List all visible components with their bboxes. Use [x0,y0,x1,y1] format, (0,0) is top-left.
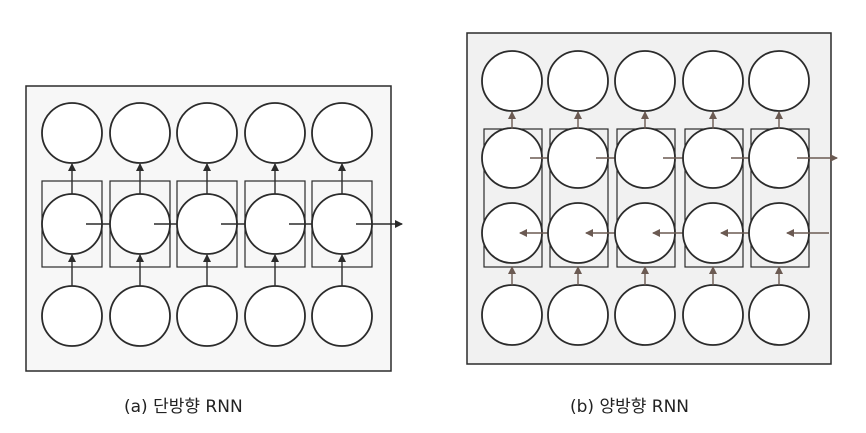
input-node [109,285,171,347]
input-node [547,284,609,346]
output-node [41,102,103,164]
input-node [481,284,543,346]
caption-bidirectional: (b) 양방향 RNN [570,397,690,417]
input-node [244,285,306,347]
output-node [311,102,373,164]
input-node [682,284,744,346]
output-node [547,50,609,112]
input-node [311,285,373,347]
output-node [109,102,171,164]
output-node [748,50,810,112]
input-node [748,284,810,346]
input-node [41,285,103,347]
input-node [176,285,238,347]
caption-unidirectional: (a) 단방향 RNN [124,397,243,417]
input-node [614,284,676,346]
output-node [481,50,543,112]
output-node [614,50,676,112]
output-node [244,102,306,164]
output-node [682,50,744,112]
output-node [176,102,238,164]
